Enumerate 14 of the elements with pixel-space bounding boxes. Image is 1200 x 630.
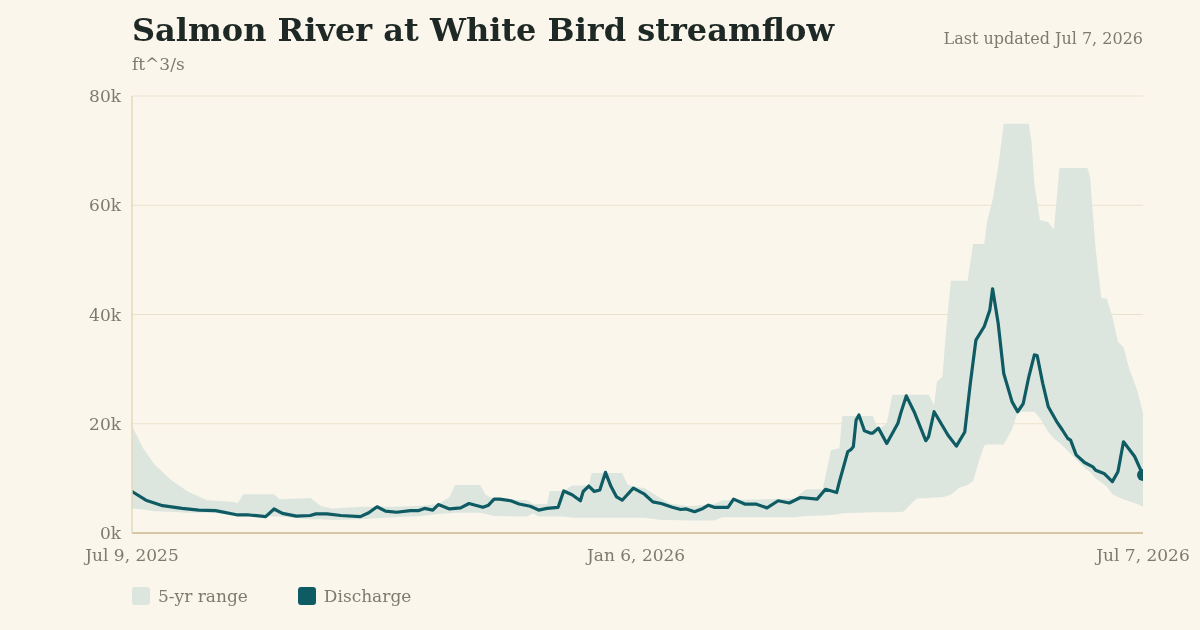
x-tick-label: Jul 9, 2025 bbox=[83, 545, 179, 566]
legend-label: Discharge bbox=[323, 586, 412, 606]
line-series bbox=[132, 287, 1143, 519]
y-tick-label: 40k bbox=[89, 304, 122, 325]
x-tick-label: Jul 7, 2026 bbox=[1094, 545, 1190, 566]
y-tick-label: 60k bbox=[89, 195, 122, 216]
y-tick-label: 80k bbox=[89, 86, 122, 107]
chart-title: Salmon River at White Bird streamflow bbox=[132, 11, 834, 49]
y-tick-label: 20k bbox=[89, 413, 122, 434]
y-axis-title: ft^3/s bbox=[132, 54, 185, 74]
y-tick-label: 0k bbox=[99, 523, 122, 544]
x-tick-label: Jan 6, 2026 bbox=[585, 545, 686, 566]
text: Last updated Jul 7, 2026 bbox=[943, 29, 1143, 48]
legend-label: 5-yr range bbox=[158, 586, 248, 606]
